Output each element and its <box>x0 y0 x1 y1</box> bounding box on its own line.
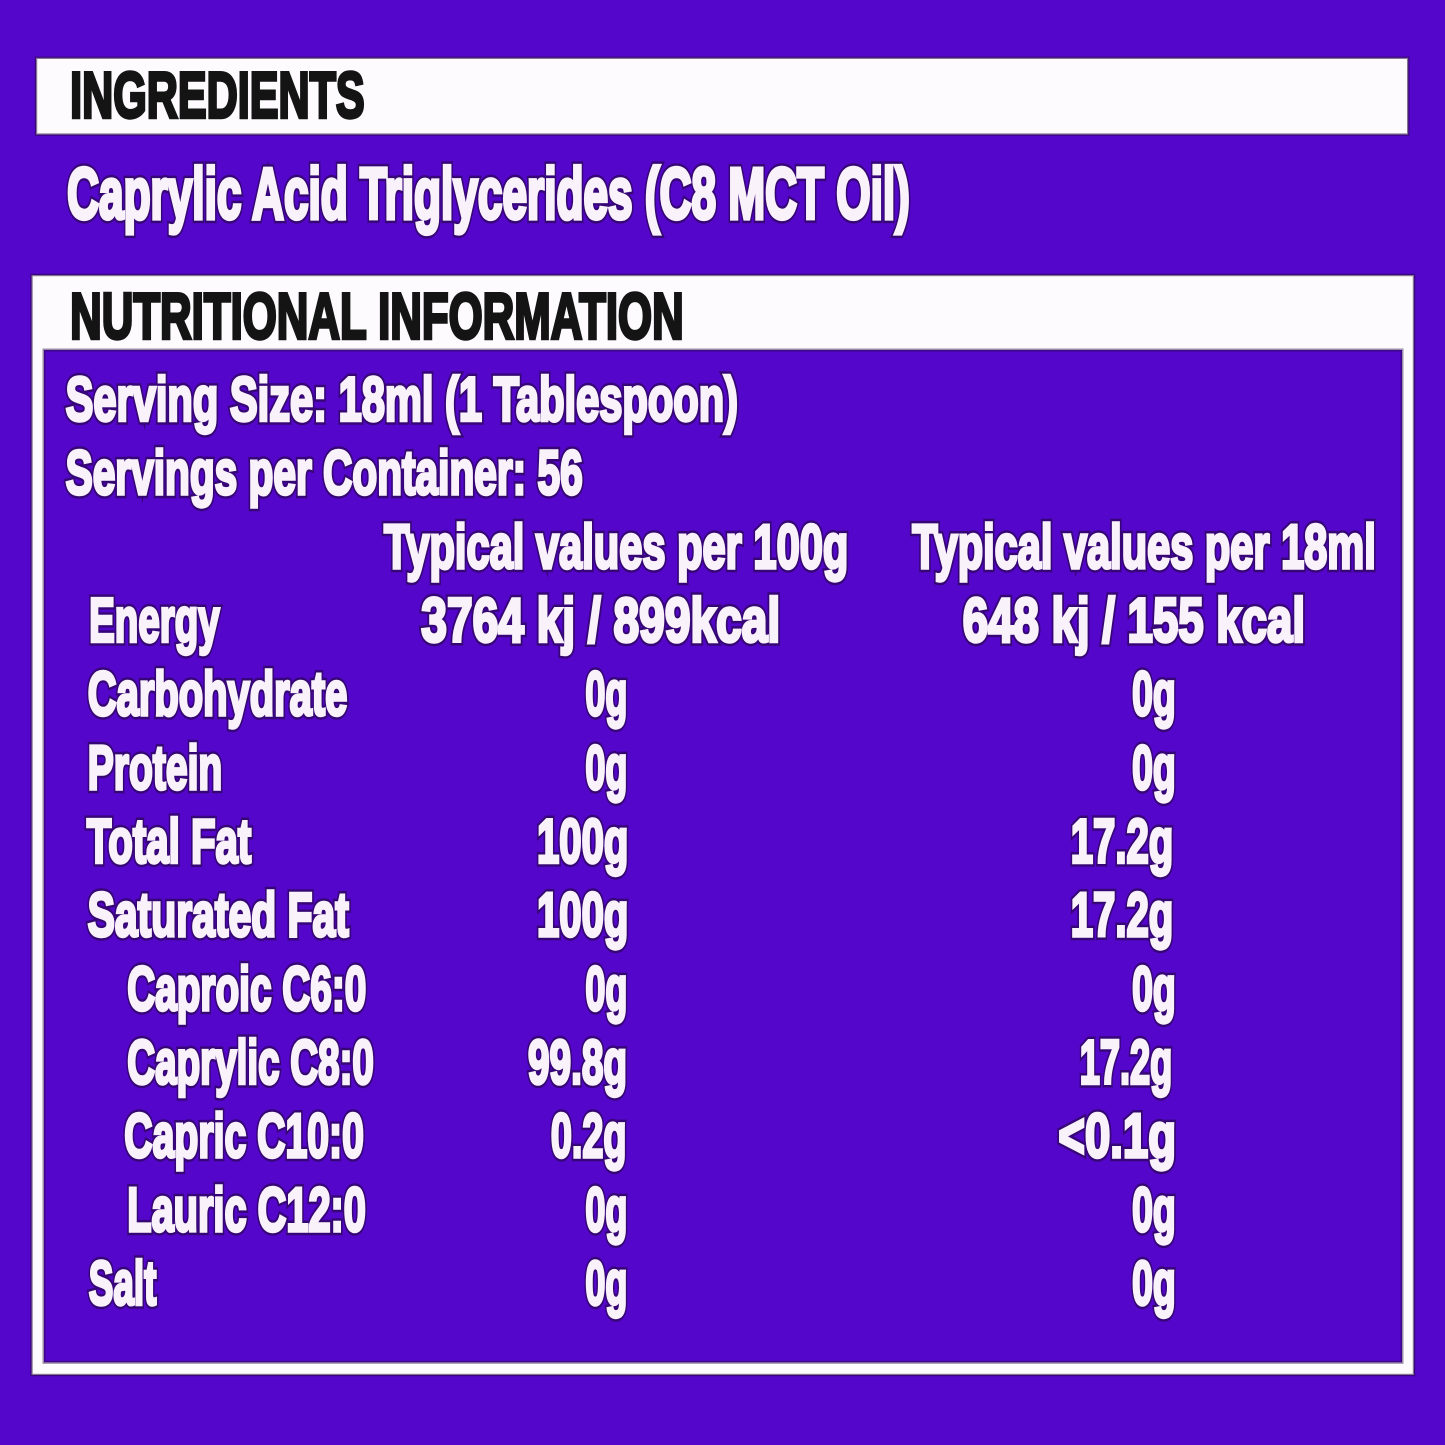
svg-text:Caprylic C8:0: Caprylic C8:0 <box>127 1029 374 1098</box>
svg-text:0g: 0g <box>1132 660 1176 729</box>
svg-text:17.2g: 17.2g <box>1071 808 1174 877</box>
svg-text:Salt: Salt <box>89 1250 157 1319</box>
svg-text:17.2g: 17.2g <box>1071 881 1174 950</box>
svg-text:0g: 0g <box>585 734 627 803</box>
svg-text:Caproic C6:0: Caproic C6:0 <box>127 955 366 1024</box>
svg-text:648 kj / 155 kcal: 648 kj / 155 kcal <box>963 587 1305 656</box>
svg-text:648 kj / 155 kcal: 648 kj / 155 kcal <box>963 587 1305 656</box>
svg-text:Saturated Fat: Saturated Fat <box>88 881 349 950</box>
svg-text:0g: 0g <box>585 660 627 729</box>
svg-text:Capric C10:0: Capric C10:0 <box>124 1102 364 1171</box>
svg-text:Energy: Energy <box>89 587 220 656</box>
svg-text:100g: 100g <box>537 808 628 877</box>
svg-text:Carbohydrate: Carbohydrate <box>88 660 348 729</box>
svg-text:Lauric C12:0: Lauric C12:0 <box>127 1176 366 1245</box>
svg-text:0g: 0g <box>1132 955 1176 1024</box>
svg-text:100g: 100g <box>537 881 628 950</box>
svg-text:Saturated Fat: Saturated Fat <box>88 881 349 950</box>
svg-text:17.2g: 17.2g <box>1080 1029 1173 1098</box>
svg-text:Capric C10:0: Capric C10:0 <box>124 1102 364 1171</box>
svg-text:0.2g: 0.2g <box>551 1102 627 1171</box>
svg-text:3764 kj / 899kcal: 3764 kj / 899kcal <box>421 587 780 656</box>
svg-text:Protein: Protein <box>88 734 223 803</box>
svg-text:17.2g: 17.2g <box>1071 881 1174 950</box>
svg-text:Serving Size: 18ml (1 Tablespo: Serving Size: 18ml (1 Tablespoon) <box>66 366 738 435</box>
svg-text:Energy: Energy <box>89 587 220 656</box>
svg-text:Salt: Salt <box>89 1250 157 1319</box>
svg-text:0g: 0g <box>1132 660 1176 729</box>
svg-text:INGREDIENTS: INGREDIENTS <box>70 58 365 131</box>
svg-text:99.8g: 99.8g <box>528 1029 627 1098</box>
svg-text:0g: 0g <box>585 955 627 1024</box>
svg-text:100g: 100g <box>537 808 628 877</box>
svg-text:Lauric C12:0: Lauric C12:0 <box>127 1176 366 1245</box>
svg-text:0g: 0g <box>585 660 627 729</box>
svg-text:0g: 0g <box>585 1250 627 1319</box>
svg-text:0g: 0g <box>1132 955 1176 1024</box>
svg-text:0g: 0g <box>1132 734 1176 803</box>
svg-text:0.2g: 0.2g <box>551 1102 627 1171</box>
svg-text:3764 kj / 899kcal: 3764 kj / 899kcal <box>421 587 780 656</box>
svg-text:Total Fat: Total Fat <box>87 808 252 877</box>
svg-text:0g: 0g <box>1132 1176 1176 1245</box>
svg-text:Protein: Protein <box>88 734 223 803</box>
svg-text:<0.1g: <0.1g <box>1058 1102 1176 1171</box>
svg-text:Typical values per 18ml: Typical values per 18ml <box>912 513 1376 582</box>
svg-text:Caprylic Acid Triglycerides (C: Caprylic Acid Triglycerides (C8 MCT Oil) <box>67 154 910 235</box>
svg-text:0g: 0g <box>585 1176 627 1245</box>
svg-text:0g: 0g <box>1132 734 1176 803</box>
svg-text:Serving Size: 18ml (1 Tablespo: Serving Size: 18ml (1 Tablespoon) <box>66 366 738 435</box>
svg-text:17.2g: 17.2g <box>1071 808 1174 877</box>
svg-text:Caprylic Acid Triglycerides (C: Caprylic Acid Triglycerides (C8 MCT Oil) <box>67 154 910 235</box>
svg-text:Caproic C6:0: Caproic C6:0 <box>127 955 366 1024</box>
svg-text:0g: 0g <box>585 734 627 803</box>
svg-text:Typical values per 18ml: Typical values per 18ml <box>912 513 1376 582</box>
svg-text:0g: 0g <box>1132 1250 1176 1319</box>
svg-text:Caprylic C8:0: Caprylic C8:0 <box>127 1029 374 1098</box>
svg-text:NUTRITIONAL INFORMATION: NUTRITIONAL INFORMATION <box>70 280 684 353</box>
svg-text:Typical values per 100g: Typical values per 100g <box>384 513 848 582</box>
svg-text:Servings per Container: 56: Servings per Container: 56 <box>66 439 583 508</box>
svg-text:17.2g: 17.2g <box>1080 1029 1173 1098</box>
svg-text:Servings per Container: 56: Servings per Container: 56 <box>66 439 583 508</box>
svg-text:0g: 0g <box>585 1176 627 1245</box>
svg-text:100g: 100g <box>537 881 628 950</box>
svg-text:<0.1g: <0.1g <box>1058 1102 1176 1171</box>
svg-text:0g: 0g <box>585 1250 627 1319</box>
svg-text:Carbohydrate: Carbohydrate <box>88 660 348 729</box>
svg-text:0g: 0g <box>585 955 627 1024</box>
svg-text:Total Fat: Total Fat <box>87 808 252 877</box>
svg-text:99.8g: 99.8g <box>528 1029 627 1098</box>
svg-text:0g: 0g <box>1132 1176 1176 1245</box>
svg-text:Typical values per 100g: Typical values per 100g <box>384 513 848 582</box>
svg-text:0g: 0g <box>1132 1250 1176 1319</box>
